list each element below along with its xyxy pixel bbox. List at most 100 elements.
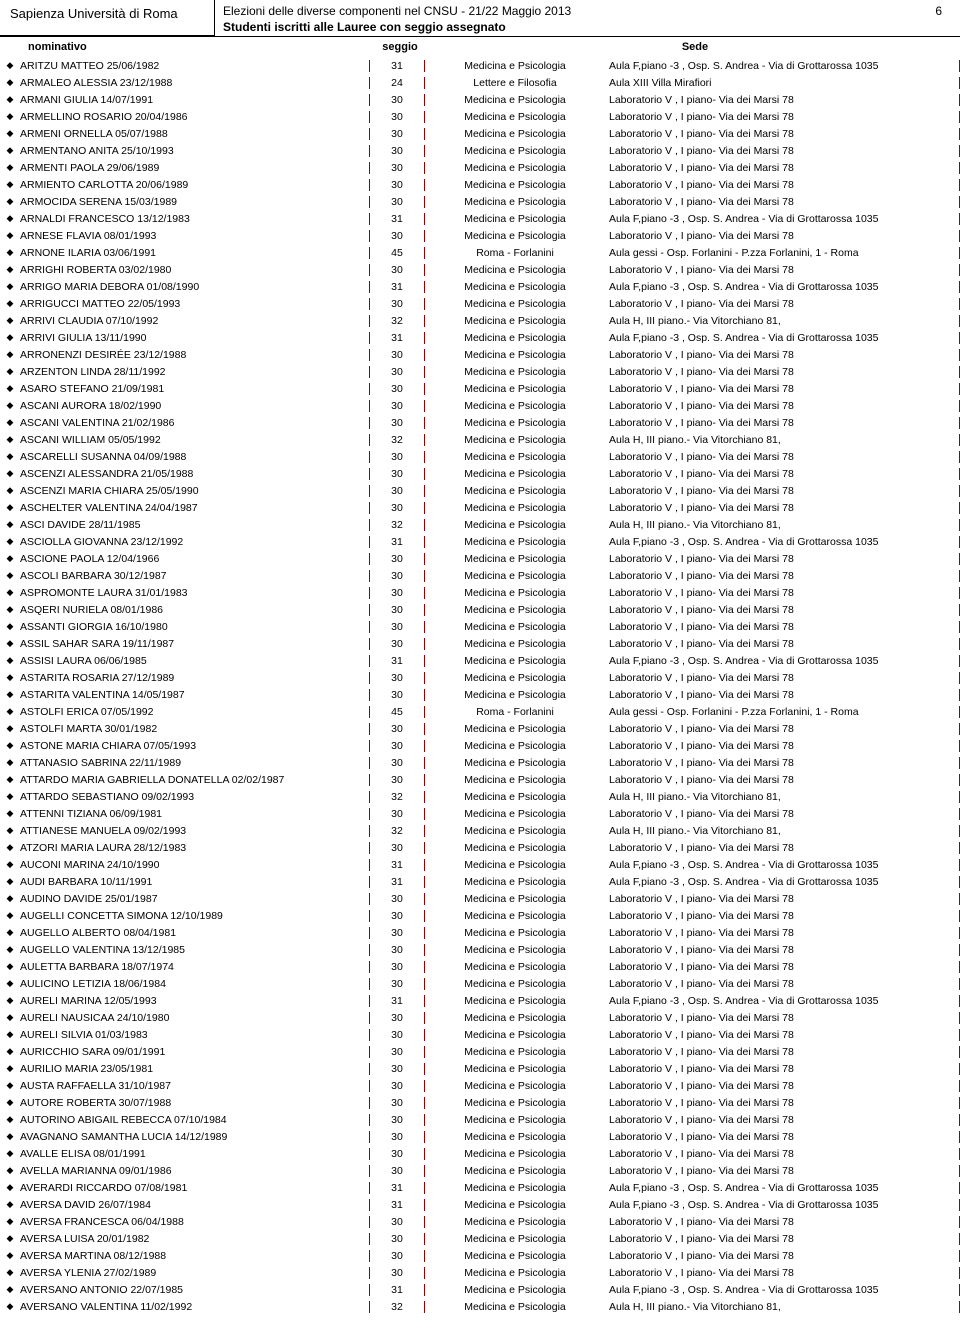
cell-sede: Aula F,piano -3 , Osp. S. Andrea - Via d… [605,332,960,344]
table-row: ◆AVERSANO ANTONIO 22/07/198531Medicina e… [0,1281,960,1298]
bullet-icon: ◆ [0,672,20,683]
cell-sede: Laboratorio V , I piano- Via dei Marsi 7… [605,502,960,514]
cell-facolta: Medicina e Psicologia [425,910,605,922]
bullet-icon: ◆ [0,553,20,564]
cell-facolta: Medicina e Psicologia [425,60,605,72]
cell-nominativo: AVERSA LUISA 20/01/1982 [20,1233,370,1245]
table-row: ◆ATTIANESE MANUELA 09/02/199332Medicina … [0,822,960,839]
cell-sede: Aula F,piano -3 , Osp. S. Andrea - Via d… [605,281,960,293]
cell-facolta: Medicina e Psicologia [425,604,605,616]
cell-nominativo: AURELI NAUSICAA 24/10/1980 [20,1012,370,1024]
bullet-icon: ◆ [0,60,20,71]
bullet-icon: ◆ [0,1046,20,1057]
cell-facolta: Medicina e Psicologia [425,349,605,361]
cell-facolta: Medicina e Psicologia [425,111,605,123]
cell-nominativo: AUGELLO VALENTINA 13/12/1985 [20,944,370,956]
cell-seggio: 30 [370,196,425,208]
cell-facolta: Medicina e Psicologia [425,264,605,276]
table-row: ◆ASCENZI MARIA CHIARA 25/05/199030Medici… [0,482,960,499]
cell-nominativo: AVALLE ELISA 08/01/1991 [20,1148,370,1160]
bullet-icon: ◆ [0,944,20,955]
cell-sede: Laboratorio V , I piano- Via dei Marsi 7… [605,349,960,361]
cell-nominativo: AUGELLI CONCETTA SIMONA 12/10/1989 [20,910,370,922]
cell-seggio: 32 [370,434,425,446]
bullet-icon: ◆ [0,825,20,836]
cell-facolta: Medicina e Psicologia [425,1284,605,1296]
bullet-icon: ◆ [0,230,20,241]
table-row: ◆ARMANI GIULIA 14/07/199130Medicina e Ps… [0,91,960,108]
table-row: ◆AULICINO LETIZIA 18/06/198430Medicina e… [0,975,960,992]
table-row: ◆AUTORINO ABIGAIL REBECCA 07/10/198430Me… [0,1111,960,1128]
cell-facolta: Medicina e Psicologia [425,1233,605,1245]
cell-nominativo: AVERSA MARTINA 08/12/1988 [20,1250,370,1262]
table-row: ◆ASCIONE PAOLA 12/04/196630Medicina e Ps… [0,550,960,567]
table-row: ◆AURELI MARINA 12/05/199331Medicina e Ps… [0,992,960,1009]
cell-facolta: Medicina e Psicologia [425,1097,605,1109]
cell-nominativo: ASTOLFI ERICA 07/05/1992 [20,706,370,718]
cell-seggio: 32 [370,519,425,531]
cell-sede: Laboratorio V , I piano- Via dei Marsi 7… [605,111,960,123]
table-row: ◆AUTORE ROBERTA 30/07/198830Medicina e P… [0,1094,960,1111]
cell-sede: Laboratorio V , I piano- Via dei Marsi 7… [605,927,960,939]
cell-sede: Aula F,piano -3 , Osp. S. Andrea - Via d… [605,995,960,1007]
cell-nominativo: AUSTA RAFFAELLA 31/10/1987 [20,1080,370,1092]
cell-sede: Laboratorio V , I piano- Via dei Marsi 7… [605,774,960,786]
cell-sede: Laboratorio V , I piano- Via dei Marsi 7… [605,128,960,140]
bullet-icon: ◆ [0,332,20,343]
table-row: ◆ARRIGO MARIA DEBORA 01/08/199031Medicin… [0,278,960,295]
cell-facolta: Medicina e Psicologia [425,553,605,565]
cell-facolta: Medicina e Psicologia [425,978,605,990]
cell-nominativo: AVAGNANO SAMANTHA LUCIA 14/12/1989 [20,1131,370,1143]
table-row: ◆ATTARDO MARIA GABRIELLA DONATELLA 02/02… [0,771,960,788]
cell-facolta: Medicina e Psicologia [425,213,605,225]
cell-seggio: 30 [370,927,425,939]
bullet-icon: ◆ [0,587,20,598]
cell-seggio: 30 [370,723,425,735]
cell-nominativo: ARMOCIDA SERENA 15/03/1989 [20,196,370,208]
bullet-icon: ◆ [0,706,20,717]
document-subtitle: Studenti iscritti alle Lauree con seggio… [223,20,952,34]
bullet-icon: ◆ [0,485,20,496]
cell-nominativo: ARRIVI CLAUDIA 07/10/1992 [20,315,370,327]
cell-sede: Laboratorio V , I piano- Via dei Marsi 7… [605,145,960,157]
cell-sede: Laboratorio V , I piano- Via dei Marsi 7… [605,179,960,191]
cell-seggio: 30 [370,978,425,990]
cell-nominativo: ASSIL SAHAR SARA 19/11/1987 [20,638,370,650]
bullet-icon: ◆ [0,315,20,326]
cell-sede: Laboratorio V , I piano- Via dei Marsi 7… [605,264,960,276]
cell-seggio: 45 [370,706,425,718]
table-row: ◆ARRIVI CLAUDIA 07/10/199232Medicina e P… [0,312,960,329]
table-row: ◆ASCOLI BARBARA 30/12/198730Medicina e P… [0,567,960,584]
cell-seggio: 30 [370,1029,425,1041]
table-row: ◆ASSANTI GIORGIA 16/10/198030Medicina e … [0,618,960,635]
table-row: ◆ASTARITA VALENTINA 14/05/198730Medicina… [0,686,960,703]
table-row: ◆ARITZU MATTEO 25/06/198231Medicina e Ps… [0,57,960,74]
cell-seggio: 30 [370,111,425,123]
table-row: ◆AVELLA MARIANNA 09/01/198630Medicina e … [0,1162,960,1179]
cell-seggio: 30 [370,179,425,191]
table-row: ◆ATZORI MARIA LAURA 28/12/198330Medicina… [0,839,960,856]
cell-seggio: 31 [370,1284,425,1296]
cell-sede: Aula F,piano -3 , Osp. S. Andrea - Via d… [605,876,960,888]
cell-facolta: Medicina e Psicologia [425,128,605,140]
bullet-icon: ◆ [0,111,20,122]
cell-seggio: 31 [370,859,425,871]
page-number: 6 [935,4,952,18]
cell-facolta: Medicina e Psicologia [425,417,605,429]
table-row: ◆AUGELLI CONCETTA SIMONA 12/10/198930Med… [0,907,960,924]
cell-sede: Laboratorio V , I piano- Via dei Marsi 7… [605,893,960,905]
bullet-icon: ◆ [0,1250,20,1261]
cell-sede: Aula F,piano -3 , Osp. S. Andrea - Via d… [605,1182,960,1194]
cell-seggio: 31 [370,213,425,225]
cell-facolta: Medicina e Psicologia [425,655,605,667]
cell-sede: Laboratorio V , I piano- Via dei Marsi 7… [605,162,960,174]
cell-nominativo: AUGELLO ALBERTO 08/04/1981 [20,927,370,939]
table-row: ◆AVERARDI RICCARDO 07/08/198131Medicina … [0,1179,960,1196]
table-row: ◆ASTOLFI ERICA 07/05/199245Roma - Forlan… [0,703,960,720]
cell-seggio: 30 [370,808,425,820]
cell-seggio: 30 [370,740,425,752]
header-nominativo: nominativo [0,41,370,53]
cell-facolta: Medicina e Psicologia [425,791,605,803]
cell-seggio: 30 [370,230,425,242]
cell-facolta: Medicina e Psicologia [425,1250,605,1262]
